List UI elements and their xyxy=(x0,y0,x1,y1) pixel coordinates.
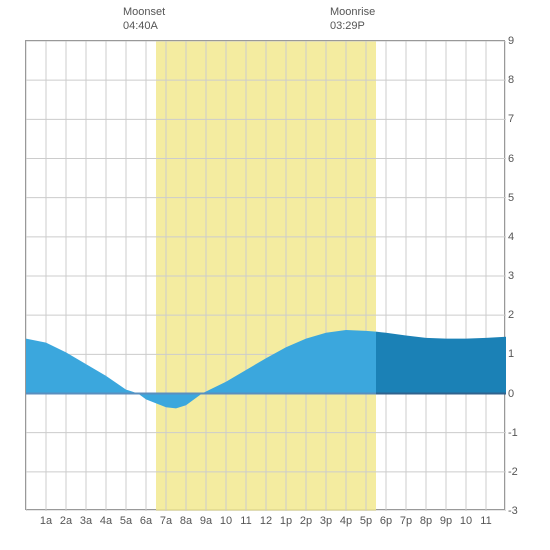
moonset-annotation: Moonset 04:40A xyxy=(123,5,165,34)
x-tick: 7a xyxy=(160,515,172,527)
x-tick: 4a xyxy=(100,515,112,527)
plot-svg xyxy=(26,41,506,511)
x-tick: 6a xyxy=(140,515,152,527)
x-tick: 10 xyxy=(460,515,472,527)
x-tick: 1a xyxy=(40,515,52,527)
moonset-label: Moonset xyxy=(123,5,165,19)
moonset-time: 04:40A xyxy=(123,19,165,33)
y-tick: 4 xyxy=(508,231,522,243)
x-tick: 3p xyxy=(320,515,332,527)
x-tick: 11 xyxy=(480,515,491,527)
x-tick: 2a xyxy=(60,515,72,527)
y-tick: 8 xyxy=(508,74,522,86)
x-tick: 5p xyxy=(360,515,372,527)
x-tick: 8p xyxy=(420,515,432,527)
x-tick: 6p xyxy=(380,515,392,527)
x-tick: 3a xyxy=(80,515,92,527)
x-tick: 9p xyxy=(440,515,452,527)
x-tick: 1p xyxy=(280,515,292,527)
y-tick: 6 xyxy=(508,153,522,165)
y-tick: 0 xyxy=(508,388,522,400)
x-tick: 8a xyxy=(180,515,192,527)
moonrise-label: Moonrise xyxy=(330,5,375,19)
moonrise-annotation: Moonrise 03:29P xyxy=(330,5,375,34)
y-tick: -2 xyxy=(508,466,522,478)
x-tick: 2p xyxy=(300,515,312,527)
y-tick: -3 xyxy=(508,505,522,517)
y-tick: -1 xyxy=(508,427,522,439)
x-tick: 12 xyxy=(260,515,272,527)
x-tick: 9a xyxy=(200,515,212,527)
x-tick: 5a xyxy=(120,515,132,527)
moonrise-time: 03:29P xyxy=(330,19,375,33)
x-tick: 7p xyxy=(400,515,412,527)
y-tick: 3 xyxy=(508,270,522,282)
x-tick: 4p xyxy=(340,515,352,527)
x-tick: 10 xyxy=(220,515,232,527)
y-tick: 1 xyxy=(508,348,522,360)
tide-chart: Moonset 04:40A Moonrise 03:29P -3-2-1012… xyxy=(0,0,550,550)
y-tick: 5 xyxy=(508,192,522,204)
x-tick: 11 xyxy=(240,515,251,527)
y-tick: 9 xyxy=(508,35,522,47)
plot-area: -3-2-101234567891a2a3a4a5a6a7a8a9a101112… xyxy=(25,40,505,510)
y-tick: 2 xyxy=(508,309,522,321)
y-tick: 7 xyxy=(508,113,522,125)
